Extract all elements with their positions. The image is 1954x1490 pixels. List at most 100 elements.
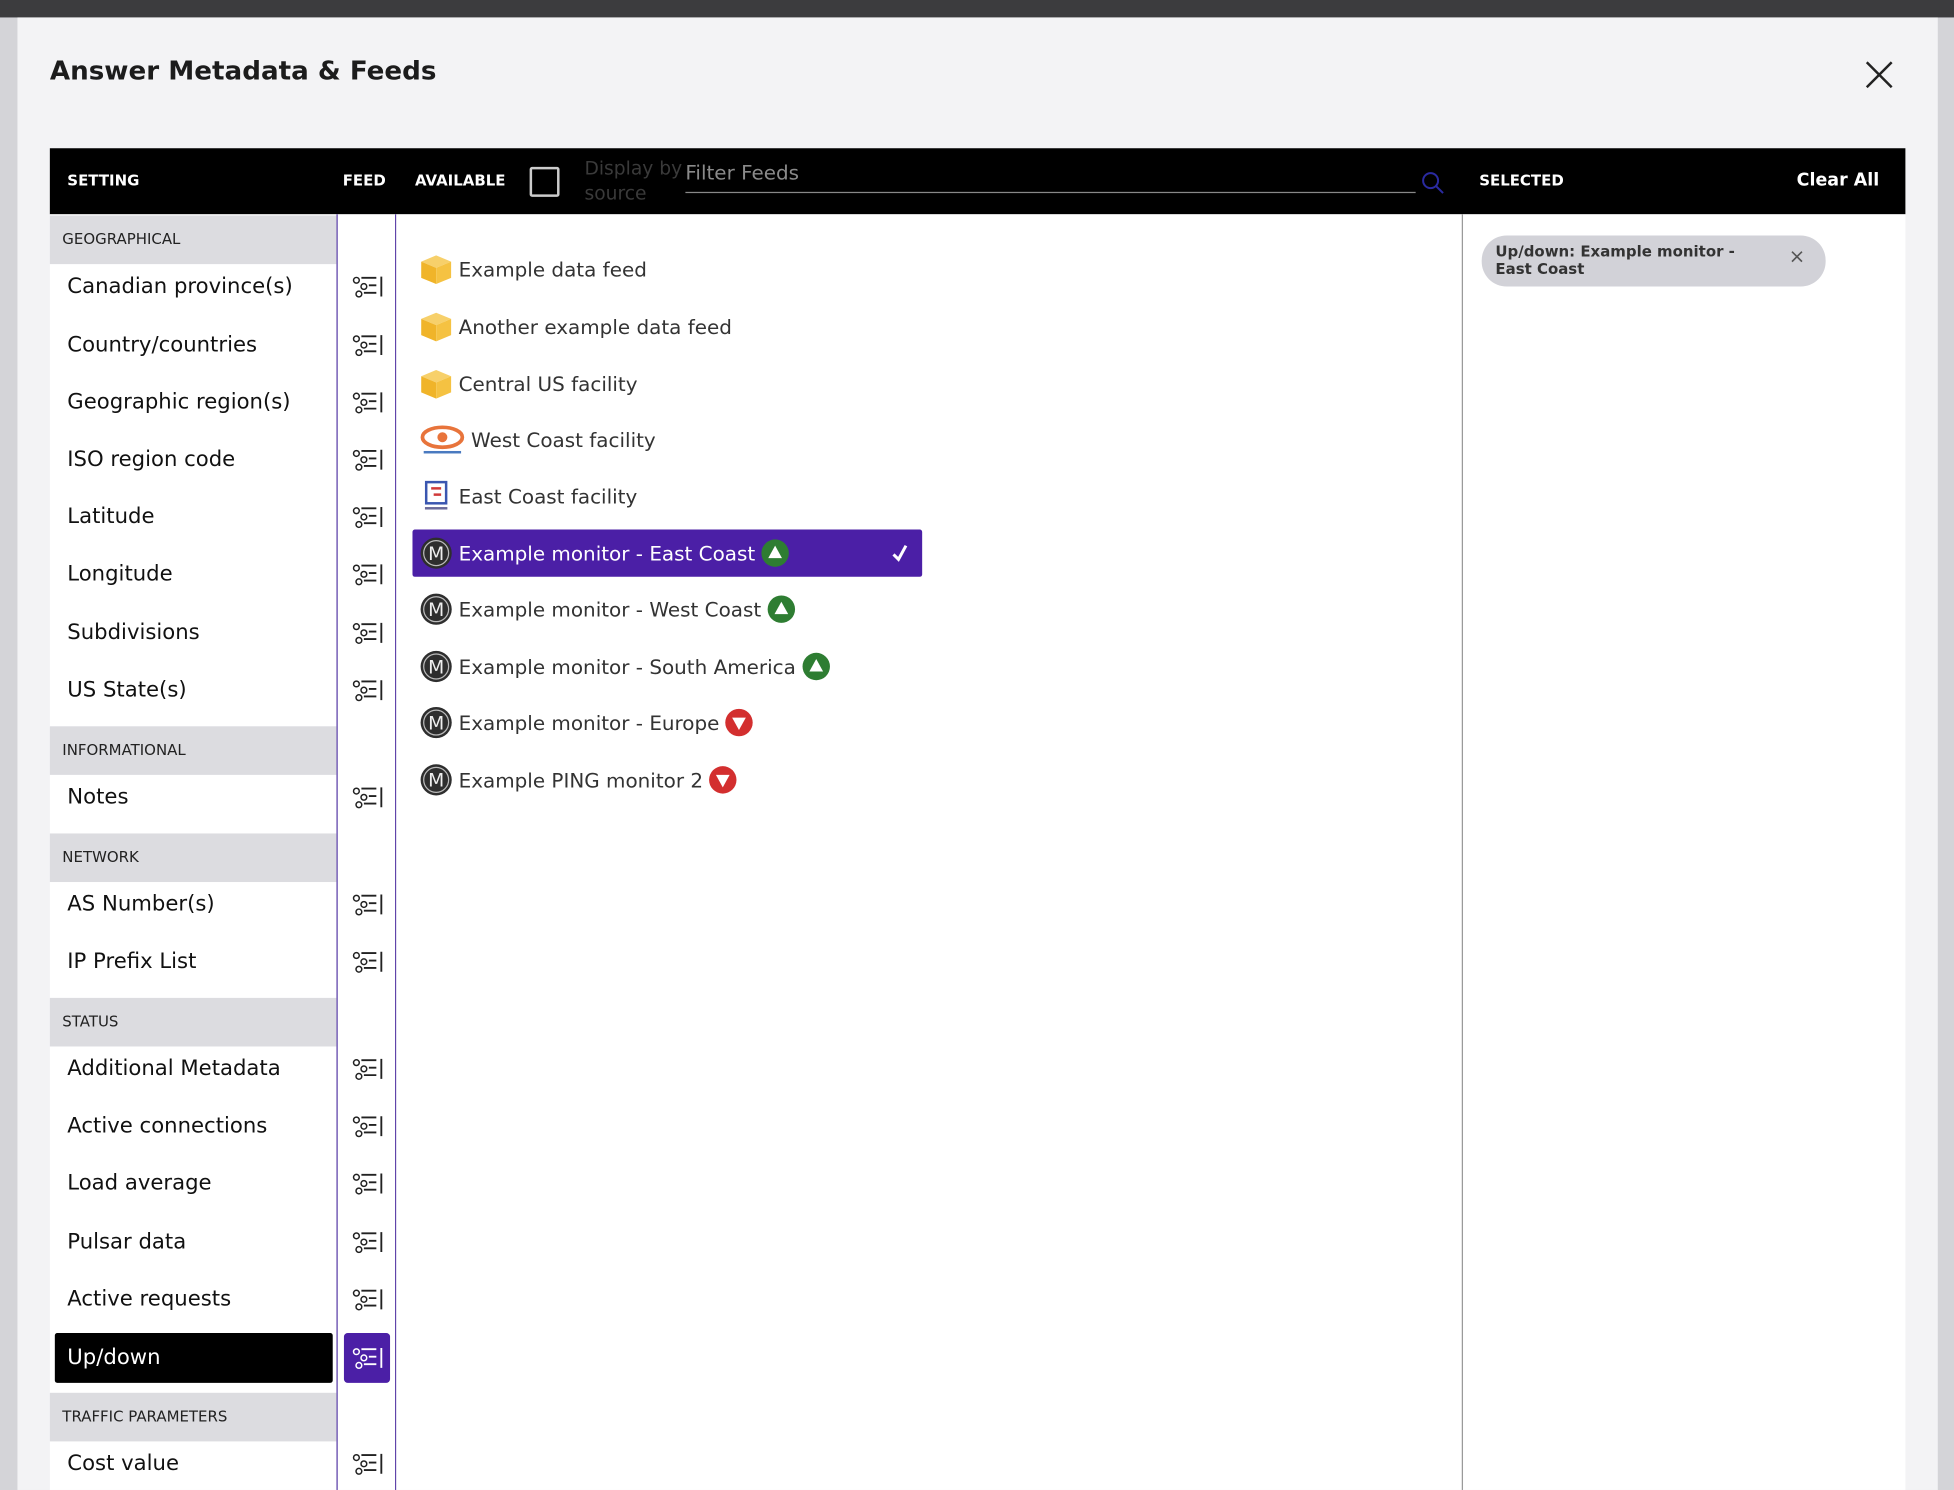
setting-item[interactable]: Active requests xyxy=(67,1286,232,1312)
section-header: GEOGRAPHICAL xyxy=(49,215,337,265)
display-by-source: Display by source xyxy=(584,156,683,205)
setting-item[interactable]: Cost value xyxy=(67,1451,180,1477)
feed-button[interactable] xyxy=(344,377,390,427)
feed-button[interactable] xyxy=(344,665,390,715)
feed-name: Central US facility xyxy=(458,371,638,396)
setting-item[interactable]: Canadian province(s) xyxy=(67,274,293,299)
feed-logo: M xyxy=(419,592,454,627)
feed-icon xyxy=(352,894,382,916)
filter-placeholder: Filter Feeds xyxy=(685,160,800,185)
setting-item[interactable]: Notes xyxy=(67,784,129,810)
setting-item[interactable]: Subdivisions xyxy=(67,620,200,646)
svg-text:M: M xyxy=(428,771,444,792)
search-icon[interactable] xyxy=(1421,171,1446,196)
feed-button[interactable] xyxy=(344,492,390,542)
feed-icon xyxy=(352,564,382,586)
feed-icon xyxy=(352,680,382,702)
check-mark xyxy=(890,543,910,563)
setting-item[interactable]: IP Prefix List xyxy=(67,949,197,975)
feed-row[interactable]: M Example monitor - Europe xyxy=(412,699,754,746)
feed-name: West Coast facility xyxy=(471,427,656,452)
close-button[interactable] xyxy=(1862,57,1897,92)
toolbar xyxy=(49,148,1906,215)
feed-icon xyxy=(352,1289,382,1311)
feed-name: Example monitor - South America xyxy=(458,654,796,679)
setting-item[interactable]: Active connections xyxy=(67,1113,268,1139)
setting-item[interactable]: ISO region code xyxy=(67,447,236,473)
feed-logo xyxy=(419,422,466,457)
modal-title: Answer Metadata & Feeds xyxy=(49,56,437,86)
feed-button[interactable] xyxy=(343,1333,391,1383)
setting-item[interactable]: AS Number(s) xyxy=(67,891,215,917)
feed-row[interactable]: East Coast facility xyxy=(412,472,637,519)
feed-button[interactable] xyxy=(344,608,390,658)
feed-name: Example PING monitor 2 xyxy=(458,768,704,792)
feed-icon xyxy=(352,276,382,298)
feed-logo xyxy=(419,253,454,285)
feed-icon xyxy=(352,787,382,809)
feed-icon xyxy=(352,1173,382,1195)
clear-all[interactable]: Clear All xyxy=(1796,170,1880,191)
selected-panel xyxy=(1461,214,1906,1490)
feed-row[interactable]: Example data feed xyxy=(412,245,647,292)
selected-header: SELECTED xyxy=(1479,171,1564,190)
feed-button[interactable] xyxy=(344,1439,390,1489)
setting-item[interactable]: US State(s) xyxy=(67,677,187,703)
feed-button[interactable] xyxy=(344,1044,390,1094)
feed-row[interactable]: M Example monitor - East Coast xyxy=(412,529,923,577)
feed-logo: M xyxy=(419,762,454,797)
feed-button[interactable] xyxy=(344,1159,390,1209)
feed-button[interactable] xyxy=(344,880,390,930)
feed-icon xyxy=(352,335,382,357)
section-header: INFORMATIONAL xyxy=(49,726,337,775)
chip-remove[interactable] xyxy=(1791,250,1803,263)
status-icon xyxy=(801,652,831,682)
feed-button[interactable] xyxy=(344,937,390,987)
checkbox[interactable] xyxy=(529,166,560,197)
feed-logo: M xyxy=(419,536,454,571)
setting-item[interactable]: Latitude xyxy=(67,504,155,530)
feed-name: Another example data feed xyxy=(458,314,732,339)
feed-row[interactable]: Central US facility xyxy=(412,360,638,407)
feed-icon xyxy=(352,1453,382,1475)
available-header: AVAILABLE xyxy=(414,171,506,190)
feed-button[interactable] xyxy=(344,772,390,822)
setting-item[interactable]: Longitude xyxy=(67,561,173,587)
feed-row[interactable]: M Example monitor - South America xyxy=(412,643,830,690)
feed-button[interactable] xyxy=(344,262,390,312)
svg-text:M: M xyxy=(428,544,444,565)
feed-row[interactable]: M Example monitor - West Coast xyxy=(412,586,796,633)
feed-icon xyxy=(352,1347,382,1370)
feed-row[interactable]: M Example PING monitor 2 xyxy=(412,756,737,803)
feed-button[interactable] xyxy=(344,549,390,599)
feed-button[interactable] xyxy=(344,320,390,370)
feed-button[interactable] xyxy=(344,1101,390,1151)
section-header: TRAFFIC PARAMETERS xyxy=(49,1392,337,1442)
feed-row[interactable]: Another example data feed xyxy=(412,303,732,350)
setting-item[interactable]: Load average xyxy=(67,1171,212,1196)
feed-header: FEED xyxy=(342,171,386,190)
feed-name: Example data feed xyxy=(458,257,647,281)
feed-logo: M xyxy=(419,649,454,684)
setting-item[interactable]: Country/countries xyxy=(67,332,258,358)
feed-button[interactable] xyxy=(344,435,390,485)
setting-item[interactable]: Pulsar data xyxy=(67,1229,187,1255)
setting-item[interactable]: Geographic region(s) xyxy=(67,389,291,415)
setting-header: SETTING xyxy=(67,171,140,190)
feed-row[interactable]: West Coast facility xyxy=(412,416,656,463)
feed-icon xyxy=(352,1116,382,1138)
feed-icon xyxy=(352,1058,382,1080)
feed-icon xyxy=(352,951,382,973)
selected-chip[interactable]: Up/down: Example monitor - East Coast xyxy=(1481,235,1826,287)
setting-item[interactable]: Additional Metadata xyxy=(67,1056,281,1082)
chip-label: Up/down: Example monitor - East Coast xyxy=(1495,242,1735,278)
feed-name: East Coast facility xyxy=(458,483,638,508)
feed-button[interactable] xyxy=(344,1274,390,1324)
backdrop xyxy=(0,0,1954,18)
filter-input[interactable]: Filter Feeds xyxy=(685,160,1416,194)
feed-column xyxy=(336,214,397,1490)
setting-item[interactable]: Up/down xyxy=(54,1333,333,1383)
feed-icon xyxy=(352,392,382,414)
feed-button[interactable] xyxy=(344,1217,390,1267)
